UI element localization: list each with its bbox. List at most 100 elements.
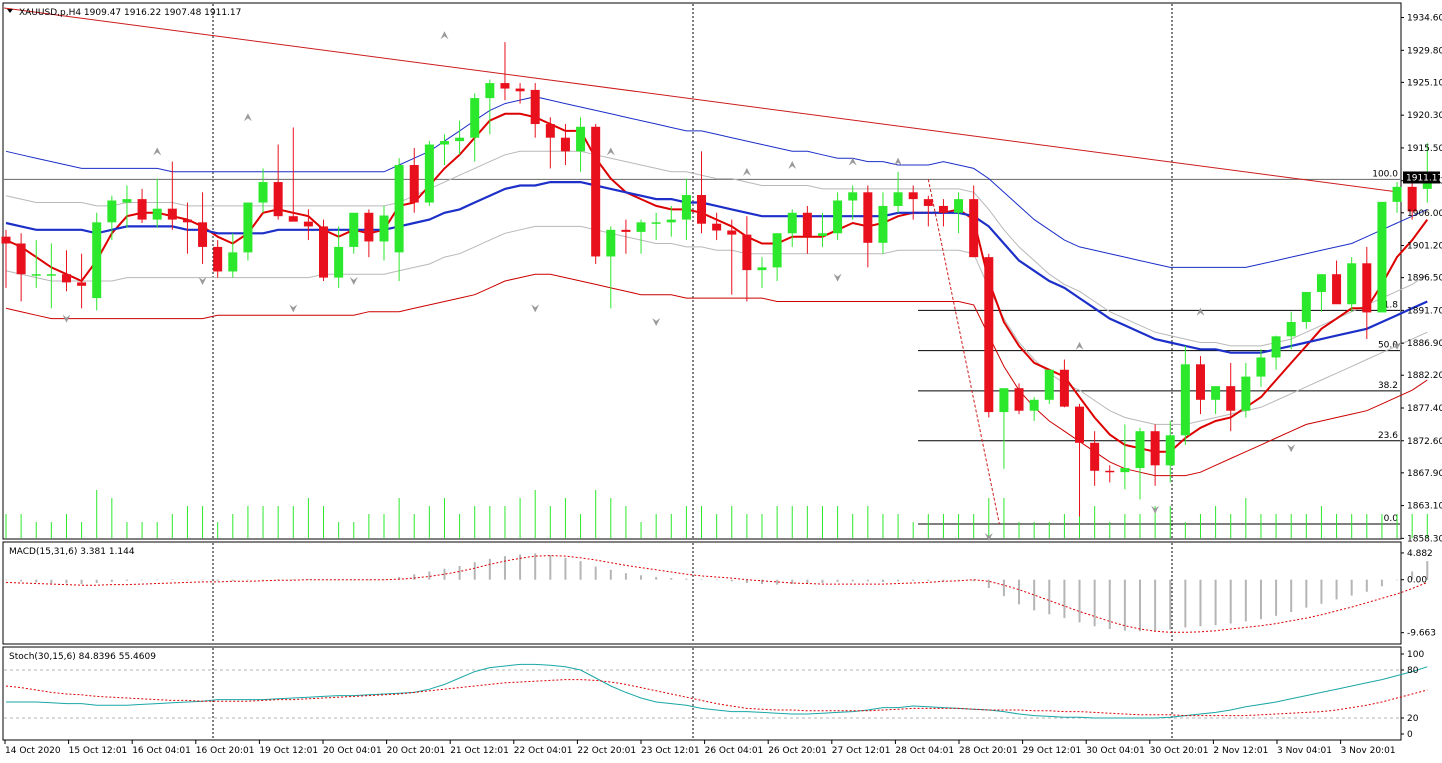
candle-body	[107, 200, 117, 223]
fractal-arrow-icon	[440, 31, 449, 40]
fractal-arrow-icon	[243, 113, 252, 122]
volume-bars	[5, 490, 1428, 538]
fractal-arrows	[62, 31, 1402, 541]
price-tick-label: 1901.20	[1407, 242, 1442, 252]
fractal-arrow-icon	[788, 160, 797, 169]
fib-level-label: 61.8	[1378, 300, 1398, 310]
candle-body	[1180, 364, 1190, 436]
fractal-arrow-icon	[1151, 505, 1160, 514]
price-tick-label: 1872.60	[1407, 437, 1442, 447]
time-tick-label: 29 Oct 12:01	[1023, 746, 1082, 756]
price-tick-label: 1858.30	[1407, 534, 1442, 544]
pane-menu-triangle-icon[interactable]	[7, 9, 13, 13]
candle-body	[137, 199, 147, 220]
symbol-label: XAUUSD,p,H4 1909.47 1916.22 1907.48 1911…	[19, 8, 241, 18]
candle-body	[77, 282, 87, 286]
fractal-arrow-icon	[894, 157, 903, 166]
time-axis: 14 Oct 2020 15 Oct 12:01 16 Oct 04:01 16 Oc…	[4, 740, 1396, 756]
time-tick-label: 14 Oct 2020	[5, 746, 61, 756]
time-tick-label: 15 Oct 12:01	[69, 746, 128, 756]
candle-body	[152, 208, 162, 220]
candle-body	[969, 199, 979, 258]
candle-body	[1241, 376, 1251, 411]
time-tick-label: 26 Oct 04:01	[705, 746, 764, 756]
candle-body	[984, 257, 994, 413]
time-tick-label: 30 Oct 04:01	[1086, 746, 1145, 756]
ma-line-band_lower	[5, 273, 1428, 477]
price-tick-label: 1915.50	[1407, 144, 1442, 154]
ma-line-band_upper	[5, 96, 1428, 268]
fractal-arrow-icon	[848, 157, 857, 166]
candle-body	[697, 195, 707, 224]
stoch-tick-label: 20	[1407, 714, 1419, 724]
stoch-tick-label: 80	[1407, 666, 1419, 676]
candle-body	[787, 212, 797, 234]
candle-body	[923, 199, 933, 206]
candle-body	[1392, 186, 1402, 202]
stoch-separators	[212, 648, 1173, 739]
stoch-levels	[4, 669, 1400, 719]
time-tick-label: 30 Oct 20:01	[1150, 746, 1209, 756]
candle-body	[349, 212, 359, 247]
candle-body	[666, 219, 676, 223]
candle-body	[1135, 431, 1145, 469]
candle-body	[1090, 442, 1100, 471]
stoch-pane: Stoch(30,15,6) 84.8396 55.4609	[2, 646, 1428, 741]
candle-body	[530, 89, 540, 125]
candle-body	[1044, 369, 1054, 400]
fractal-arrow-icon	[833, 273, 842, 282]
macd-signal-line	[5, 555, 1428, 633]
candle-body	[228, 252, 238, 272]
time-tick-label: 2 Nov 12:01	[1213, 746, 1268, 756]
ma-line-band_inner_upper	[5, 150, 1428, 347]
price-tick-label: 1877.40	[1407, 404, 1442, 414]
candle-body	[409, 164, 419, 203]
candle-body	[1226, 386, 1236, 411]
candle-body	[455, 137, 465, 142]
candle-body	[576, 126, 586, 152]
stoch-axis: 100 80 20 0	[1401, 650, 1424, 740]
macd-pane-frame	[2, 541, 1402, 645]
candle-body	[515, 88, 525, 92]
stoch-tick-label: 100	[1407, 650, 1424, 660]
price-pane-frame	[2, 2, 1402, 540]
candle-body	[591, 126, 601, 257]
candle-body	[1377, 201, 1387, 313]
fractal-arrow-icon	[1393, 341, 1402, 350]
fractal-arrow-icon	[62, 314, 71, 323]
candle-body	[802, 212, 812, 236]
fractal-arrow-icon	[198, 277, 207, 286]
time-tick-label: 23 Oct 12:01	[641, 746, 700, 756]
fractal-arrow-icon	[1075, 341, 1084, 350]
candle-body	[1195, 364, 1205, 400]
candle-body	[500, 83, 510, 89]
candle-body	[485, 83, 495, 99]
fractal-arrow-icon	[1196, 307, 1205, 316]
candle-body	[999, 388, 1009, 413]
candle-body	[46, 274, 56, 276]
candle-body	[606, 229, 616, 257]
candle-body	[1014, 388, 1024, 411]
stoch-label: Stoch(30,15,6) 84.8396 55.4609	[9, 652, 156, 662]
candle-body	[1316, 274, 1326, 292]
time-tick-label: 19 Oct 12:01	[259, 746, 318, 756]
candle-body	[727, 230, 737, 235]
candle-body	[1271, 336, 1281, 358]
candle-body	[1, 236, 11, 244]
candle-body	[833, 200, 843, 234]
candle-body	[1029, 399, 1039, 411]
candle-body	[1301, 291, 1311, 322]
macd-tick-label: 4.882	[1407, 549, 1433, 559]
time-tick-label: 22 Oct 20:01	[577, 746, 636, 756]
candle-body	[1407, 186, 1417, 212]
time-tick-label: 3 Nov 20:01	[1341, 746, 1396, 756]
fractal-arrow-icon	[153, 147, 162, 156]
time-tick-label: 27 Oct 12:01	[832, 746, 891, 756]
candle-body	[1347, 263, 1357, 305]
stoch-signal-line	[5, 679, 1428, 717]
candle-body	[621, 229, 631, 232]
ma-line-mid	[5, 181, 1428, 354]
time-tick-label: 3 Nov 04:01	[1277, 746, 1332, 756]
time-tick-label: 28 Oct 20:01	[959, 746, 1018, 756]
